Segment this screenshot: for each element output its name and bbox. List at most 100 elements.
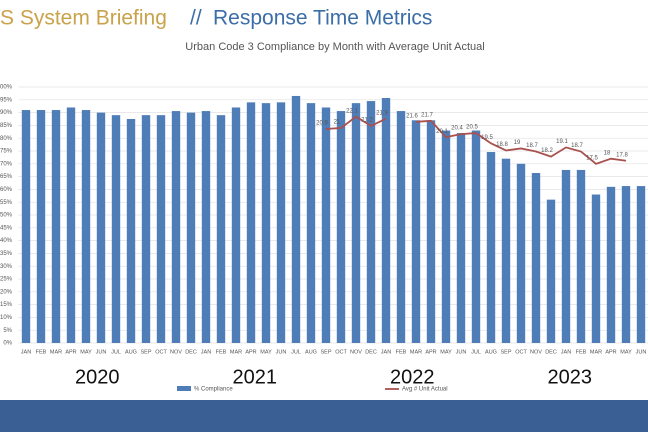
y-tick-label: 95% [0, 97, 13, 103]
x-tick-label: FEB [576, 349, 587, 355]
x-tick-label: JAN [381, 349, 391, 355]
y-tick-label: 90% [0, 110, 13, 116]
bar [381, 98, 391, 344]
bar [261, 103, 271, 344]
line [325, 115, 627, 165]
bar [156, 115, 166, 343]
data-label: 21.2 [361, 117, 373, 123]
x-tick-label: JUN [276, 349, 287, 355]
bar [111, 115, 121, 343]
x-tick-label: NOV [530, 349, 542, 355]
y-tick-label: 100% [0, 85, 13, 91]
y-tick-label: 40% [0, 238, 13, 244]
bar [201, 111, 211, 344]
data-label: 20.9 [316, 121, 328, 127]
y-tick-label: 70% [0, 161, 13, 167]
x-tick-label: AUG [125, 349, 137, 355]
year-label: 2023 [548, 366, 593, 388]
data-label: 19.1 [556, 139, 568, 145]
data-label: 21.7 [421, 112, 433, 118]
legend-label: % Compliance [194, 387, 233, 393]
x-tick-label: MAR [410, 349, 422, 355]
legend-swatch [177, 386, 191, 391]
data-label: 21 [334, 120, 341, 126]
data-label: 18.8 [496, 142, 508, 148]
x-tick-label: FEB [216, 349, 227, 355]
x-tick-label: JAN [201, 349, 211, 355]
x-tick-label: MAY [80, 349, 92, 355]
data-label: 22.1 [346, 108, 358, 114]
data-label: 21.9 [376, 110, 388, 116]
x-tick-label: AUG [305, 349, 317, 355]
x-tick-label: JUL [471, 349, 481, 355]
data-label: 17.8 [616, 152, 628, 158]
bar [186, 112, 196, 343]
bar [21, 110, 31, 343]
y-tick-label: 55% [0, 200, 13, 206]
x-tick-label: FEB [36, 349, 47, 355]
x-tick-label: MAY [620, 349, 632, 355]
chart-title: Urban Code 3 Compliance by Month with Av… [185, 41, 484, 53]
bar [636, 186, 646, 343]
bar [231, 107, 241, 343]
x-tick-label: MAR [590, 349, 602, 355]
x-tick-label: OCT [335, 349, 347, 355]
bar [36, 110, 46, 343]
data-label: 18.2 [541, 148, 553, 154]
year-label: 2022 [390, 366, 435, 388]
legend-label: Avg # Unit Actual [402, 387, 448, 393]
data-label: 21.6 [406, 113, 418, 119]
bar [621, 186, 631, 343]
y-tick-label: 0% [3, 341, 12, 347]
bar [66, 107, 76, 343]
x-tick-label: NOV [170, 349, 182, 355]
x-tick-label: SEP [320, 349, 331, 355]
bar [426, 120, 436, 343]
x-tick-label: AUG [485, 349, 497, 355]
x-tick-label: APR [605, 349, 616, 355]
y-tick-label: 25% [0, 277, 13, 283]
year-label: 2020 [75, 366, 120, 388]
bar [606, 186, 616, 343]
x-tick-label: FEB [396, 349, 407, 355]
y-tick-label: 50% [0, 213, 13, 219]
y-tick-label: 75% [0, 149, 13, 155]
bar [471, 130, 481, 343]
data-label: 19.5 [481, 135, 493, 141]
bar [516, 163, 526, 343]
bar [171, 111, 181, 344]
footer-band [0, 400, 648, 432]
x-tick-label: DEC [365, 349, 377, 355]
bar [81, 110, 91, 343]
bar [576, 169, 586, 343]
bar [96, 112, 106, 343]
x-tick-label: JAN [561, 349, 571, 355]
x-tick-label: MAR [230, 349, 242, 355]
y-tick-label: 20% [0, 289, 13, 295]
x-tick-label: DEC [185, 349, 197, 355]
bar [441, 130, 451, 343]
bar [351, 103, 361, 344]
bar [321, 107, 331, 343]
x-tick-label: SEP [500, 349, 511, 355]
x-tick-label: APR [425, 349, 436, 355]
data-label: 18 [604, 150, 611, 156]
x-tick-label: JAN [21, 349, 31, 355]
x-tick-label: APR [245, 349, 256, 355]
y-tick-label: 45% [0, 225, 13, 231]
x-tick-label: JUL [111, 349, 121, 355]
x-tick-label: OCT [155, 349, 167, 355]
slide-title-part1: S System Briefing [0, 7, 167, 30]
y-tick-label: 5% [3, 328, 12, 334]
x-tick-label: JUL [291, 349, 301, 355]
data-label: 20.4 [451, 126, 463, 132]
bar [531, 173, 541, 343]
x-tick-label: JUN [96, 349, 107, 355]
x-tick-label: MAY [440, 349, 452, 355]
data-label: 17.5 [586, 155, 598, 161]
y-tick-label: 30% [0, 264, 13, 270]
x-tick-label: JUN [636, 349, 647, 355]
y-tick-label: 80% [0, 136, 13, 142]
bar [396, 111, 406, 344]
data-label: 18.7 [571, 143, 583, 149]
